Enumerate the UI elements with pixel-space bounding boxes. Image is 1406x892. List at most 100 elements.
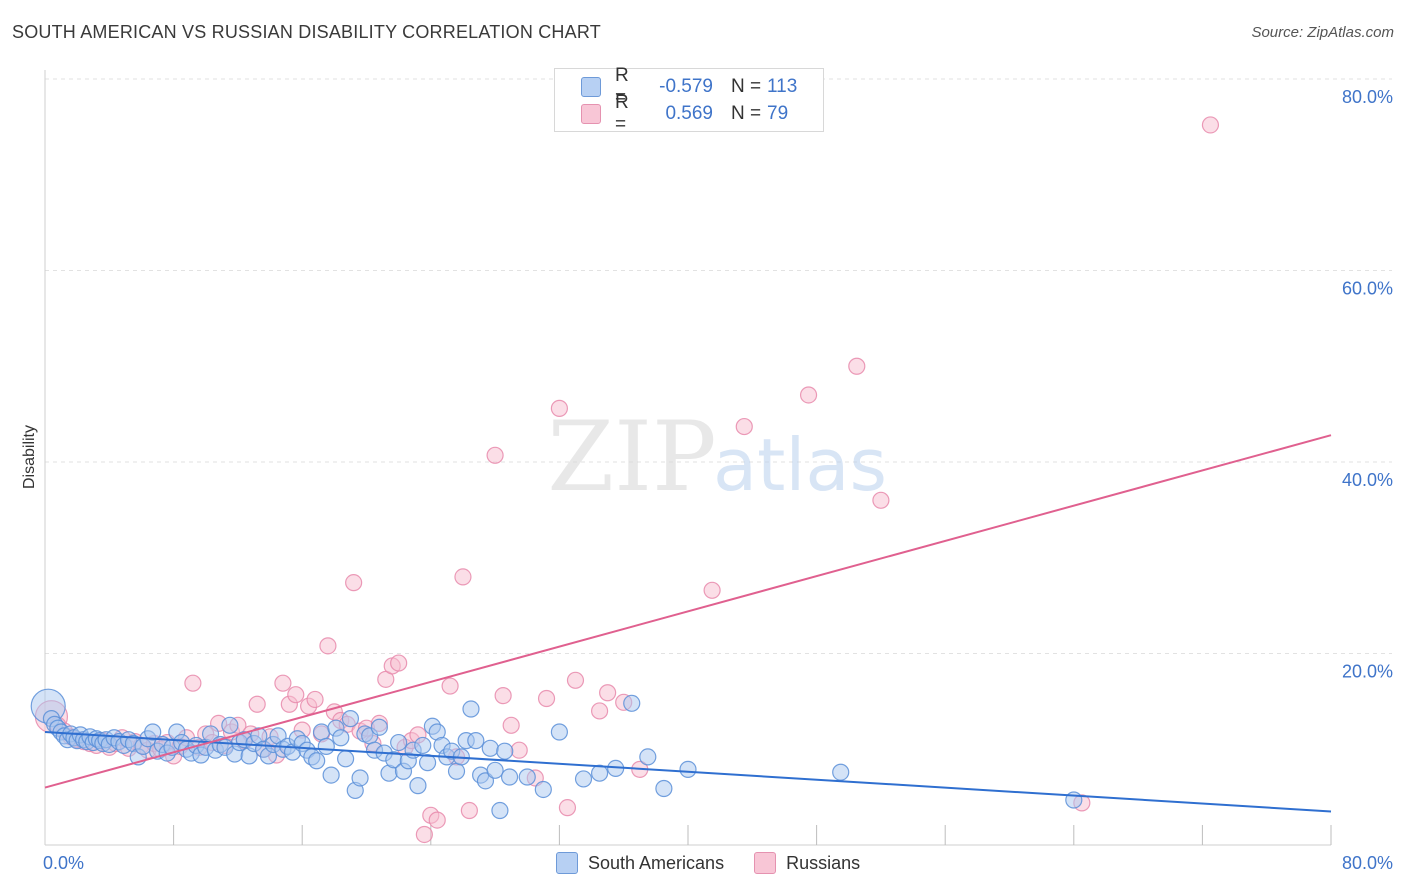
russian-point [184,674,202,692]
russian-point [345,574,363,592]
legend-n-value: 79 [767,103,789,124]
south-american-point [447,762,466,780]
legend-r-value: -0.579 [659,76,713,97]
chart-title: SOUTH AMERICAN VS RUSSIAN DISABILITY COR… [12,22,601,42]
russian-point [558,799,577,817]
south-american-point [491,801,509,820]
south-american-point [317,737,335,755]
source-credit: Source: ZipAtlas.com [1251,24,1394,41]
axis-labels: 20.0% 40.0% 60.0% 80.0% 0.0% 80.0% Disability [21,87,1393,873]
trend-lines [44,434,1332,813]
south-american-point [409,777,427,795]
russian-point [566,671,585,689]
south-american-point [322,766,340,784]
legend-item-south-americans[interactable]: South Americans [556,852,724,874]
legend-label-south-americans: South Americans [588,852,725,873]
legend-r-value: 0.569 [665,103,713,124]
south-american-point [467,732,485,750]
russian-point [494,687,512,705]
south-american-point [550,723,569,741]
south-american-point [476,772,495,790]
south-american-point [332,729,350,747]
legend-n-label: N = [731,103,762,124]
south-american-point [486,761,504,779]
russian-point [460,801,478,820]
south-american-point [308,752,326,770]
legend-row-russians: R = 0.569 N = 79 [581,92,807,135]
y-tick-label: 20.0% [1342,662,1393,682]
south-american-point [351,769,369,787]
legend-swatch-blue [556,852,578,874]
south-american-point [639,748,657,766]
russian-point [799,386,818,404]
gridlines [45,78,1392,654]
russian-point [599,684,617,702]
south-american-point [574,770,593,788]
russian-point [274,674,292,692]
south-american-point [655,779,673,798]
russian-point [703,581,721,599]
south-american-point [623,694,641,712]
south-americans-trend-line [44,731,1332,813]
south-american-point [481,739,499,757]
south-american-point [590,764,609,782]
russian-point [454,568,472,586]
russian-point [428,811,446,829]
south-american-point [337,750,355,768]
legend-r-label: R = [615,92,629,135]
south-american-point [414,736,432,755]
russian-point [550,399,569,417]
south-american-point [534,780,552,799]
south-american-point [832,763,850,781]
south-american-point [500,768,519,786]
south-american-point [679,760,697,778]
russian-point [306,690,324,709]
legend-label-russians: Russians [786,852,861,873]
south-american-point [496,742,514,760]
russian-point [287,686,305,704]
south-american-point [341,710,360,728]
russian-point [510,741,528,759]
legend-row-south-americans: R = -0.579 N = 113 [581,65,807,108]
legend-item-russians[interactable]: Russians [754,852,860,874]
russian-point [415,825,433,844]
legend-swatch-pink [581,104,601,124]
south-american-point [312,723,331,741]
legend-r-label: R = [615,65,629,108]
russian-point [590,702,609,720]
legend-swatch-blue [581,77,601,97]
correlation-legend: R = -0.579 N = 113 R = 0.569 N = 79 [554,65,824,135]
south-american-point [418,754,437,772]
russians-trend-line [44,434,1332,789]
south-american-point [221,716,239,734]
x-tick-label-max: 80.0% [1342,853,1393,873]
y-tick-label: 60.0% [1342,279,1393,299]
series-legend: South Americans Russians [556,852,890,874]
russian-point [390,654,408,672]
russian-point [1201,116,1220,134]
russian-point [486,446,504,464]
x-tick-label-min: 0.0% [43,853,84,873]
russian-point [872,491,890,509]
south-american-point [370,718,388,736]
russian-point [319,637,337,655]
south-americans-points [30,688,1083,820]
y-tick-label: 80.0% [1342,87,1393,107]
russian-point [735,417,753,436]
russian-point [848,357,866,375]
watermark-atlas: atlas [713,423,887,507]
south-american-point [144,723,162,741]
legend-n-value: 113 [767,76,798,97]
russian-point [502,716,520,734]
south-american-point [462,700,480,718]
south-american-point [518,768,536,786]
legend-n-label: N = [731,76,762,97]
south-american-point [390,733,408,752]
russian-point [537,689,556,708]
watermark-zip: ZIP [547,401,716,513]
legend-swatch-pink [754,852,777,874]
y-axis-title: Disability [21,425,38,489]
russian-point [441,677,459,695]
russian-point [248,695,266,713]
